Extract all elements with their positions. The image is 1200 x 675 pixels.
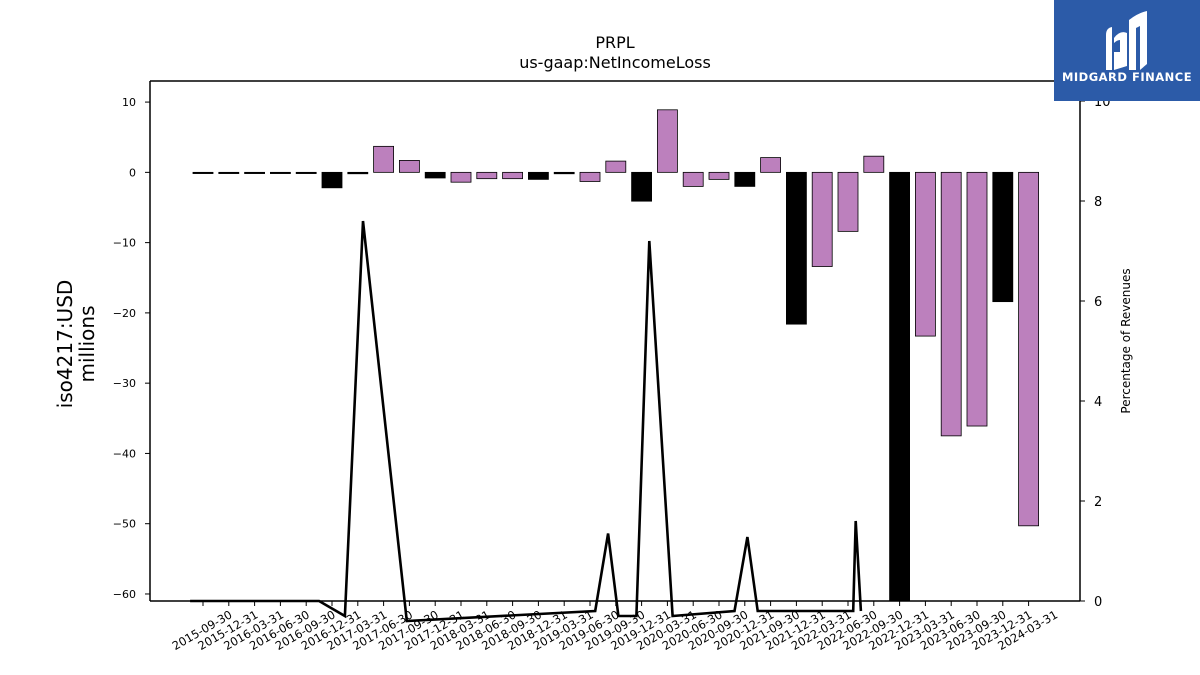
bar bbox=[966, 171, 988, 427]
bar bbox=[811, 171, 833, 267]
y2-tick-label: 4 bbox=[1094, 395, 1102, 410]
bar bbox=[553, 171, 575, 175]
y-tick-label: −50 bbox=[113, 518, 136, 531]
y2-tick-label: 8 bbox=[1094, 195, 1102, 210]
y-axis-label-line: iso4217:USD bbox=[53, 280, 77, 409]
y2-axis-label: Percentage of Revenues bbox=[1119, 268, 1133, 413]
bar bbox=[734, 171, 756, 187]
y-tick-label: −60 bbox=[113, 588, 136, 601]
bar bbox=[1018, 171, 1039, 527]
bar bbox=[528, 171, 549, 180]
logo-text: MIDGARD FINANCE bbox=[1061, 70, 1193, 84]
bar bbox=[450, 171, 472, 183]
y-tick-label: 0 bbox=[129, 166, 136, 179]
logo-mark-icon bbox=[1106, 11, 1147, 70]
bar bbox=[992, 171, 1014, 303]
bar bbox=[321, 171, 343, 189]
bar bbox=[631, 171, 652, 202]
bar bbox=[863, 155, 885, 173]
bar bbox=[837, 171, 859, 232]
bar bbox=[786, 171, 807, 325]
bar bbox=[192, 171, 214, 174]
bar bbox=[579, 171, 601, 182]
bar bbox=[889, 171, 910, 602]
bar bbox=[708, 171, 730, 180]
y2-tick-label: 2 bbox=[1094, 495, 1102, 510]
y-tick-label: −40 bbox=[113, 447, 136, 460]
bar bbox=[915, 171, 936, 337]
company-logo: MIDGARD FINANCE bbox=[1054, 0, 1200, 101]
bar bbox=[682, 171, 704, 187]
bar bbox=[760, 157, 781, 173]
bar bbox=[244, 171, 266, 174]
bar bbox=[295, 171, 317, 174]
bar bbox=[476, 171, 498, 180]
y-axis-label-line: millions bbox=[75, 305, 99, 382]
y-axis-label: iso4217:USDmillions bbox=[53, 280, 99, 409]
bar bbox=[218, 171, 240, 174]
y2-tick-label: 0 bbox=[1094, 595, 1102, 610]
bar bbox=[502, 171, 524, 180]
bar bbox=[373, 145, 395, 173]
bar bbox=[398, 160, 420, 173]
chart-title: PRPL bbox=[595, 33, 635, 52]
y-tick-label: 10 bbox=[122, 96, 136, 109]
y-tick-label: −10 bbox=[113, 237, 136, 250]
bar bbox=[940, 171, 962, 437]
chart-subtitle: us-gaap:NetIncomeLoss bbox=[519, 53, 711, 72]
bar bbox=[269, 171, 291, 174]
bar bbox=[347, 171, 369, 175]
bar bbox=[605, 160, 627, 173]
bar bbox=[657, 109, 678, 173]
y-tick-label: −20 bbox=[113, 307, 136, 320]
bar bbox=[424, 171, 446, 179]
y2-tick-label: 6 bbox=[1094, 295, 1102, 310]
series-line bbox=[190, 220, 863, 623]
y-tick-label: −30 bbox=[113, 377, 136, 390]
